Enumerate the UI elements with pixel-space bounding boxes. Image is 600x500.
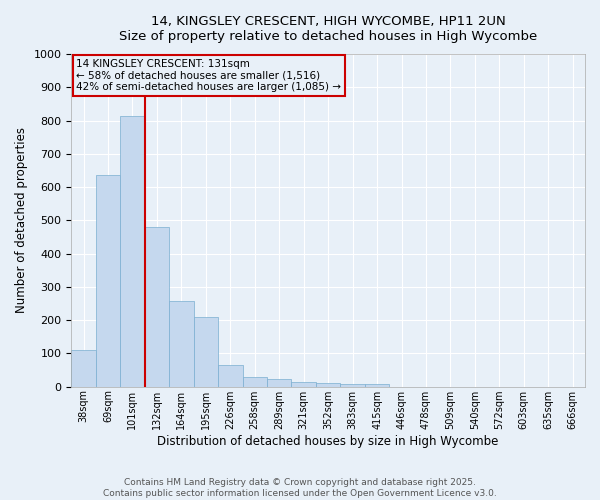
- X-axis label: Distribution of detached houses by size in High Wycombe: Distribution of detached houses by size …: [157, 434, 499, 448]
- Bar: [267, 380, 292, 386]
- Y-axis label: Number of detached properties: Number of detached properties: [15, 128, 28, 314]
- Bar: [169, 301, 194, 386]
- Bar: [316, 384, 340, 386]
- Bar: [365, 384, 389, 386]
- Bar: [96, 176, 120, 386]
- Bar: [71, 350, 96, 387]
- Bar: [242, 378, 267, 386]
- Text: Contains HM Land Registry data © Crown copyright and database right 2025.
Contai: Contains HM Land Registry data © Crown c…: [103, 478, 497, 498]
- Text: 14 KINGSLEY CRESCENT: 131sqm
← 58% of detached houses are smaller (1,516)
42% of: 14 KINGSLEY CRESCENT: 131sqm ← 58% of de…: [76, 59, 341, 92]
- Bar: [292, 382, 316, 386]
- Bar: [145, 227, 169, 386]
- Bar: [120, 116, 145, 386]
- Title: 14, KINGSLEY CRESCENT, HIGH WYCOMBE, HP11 2UN
Size of property relative to detac: 14, KINGSLEY CRESCENT, HIGH WYCOMBE, HP1…: [119, 15, 537, 43]
- Bar: [218, 365, 242, 386]
- Bar: [340, 384, 365, 386]
- Bar: [194, 317, 218, 386]
